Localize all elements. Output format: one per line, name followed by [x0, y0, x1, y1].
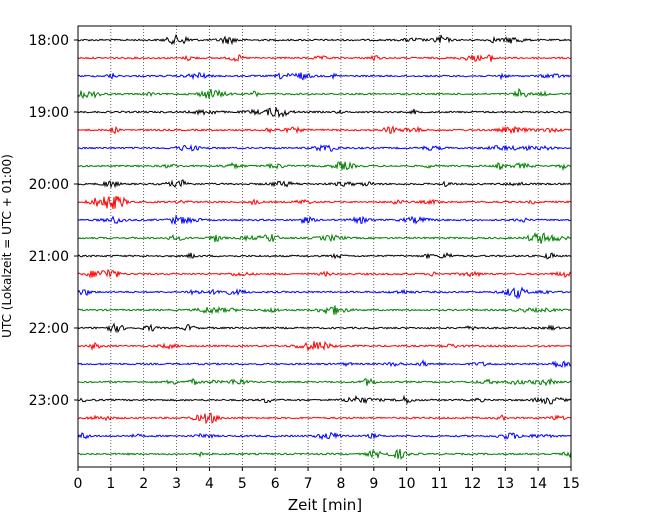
seismic-trace [77, 179, 572, 189]
seismic-trace [77, 214, 572, 225]
x-tick-label: 13 [496, 476, 514, 492]
x-tick-label: 9 [369, 476, 378, 492]
seismic-trace [77, 251, 572, 260]
seismic-trace [77, 87, 572, 100]
seismic-trace [77, 107, 572, 119]
seismic-trace [77, 377, 572, 387]
seismic-trace [77, 286, 571, 300]
y-tick-label: 20:00 [29, 177, 69, 193]
x-axis-label: Zeit [min] [288, 496, 362, 514]
x-tick-label: 5 [238, 476, 247, 492]
x-tick-label: 14 [529, 476, 547, 492]
seismic-trace [77, 340, 572, 353]
x-tick-label: 2 [139, 476, 148, 492]
grid-lines [110, 26, 539, 467]
seismic-trace [77, 412, 572, 425]
seismic-trace [77, 359, 572, 369]
x-tick-label: 15 [562, 476, 580, 492]
seismic-trace [77, 322, 572, 334]
seismic-trace [77, 305, 572, 315]
x-tick-label: 1 [106, 476, 115, 492]
x-tick-label: 6 [271, 476, 280, 492]
x-tick-label: 0 [74, 476, 83, 492]
seismic-trace [77, 125, 572, 135]
seismic-trace [77, 448, 572, 461]
seismic-trace [77, 232, 572, 244]
y-tick-label: 19:00 [29, 105, 69, 121]
seismic-trace [77, 54, 572, 63]
seismic-trace [77, 431, 572, 441]
y-tick-label: 22:00 [29, 321, 69, 337]
x-tick-label: 11 [431, 476, 449, 492]
y-tick-label: 18:00 [29, 33, 69, 49]
x-axis-ticks: 0 1 2 3 4 5 6 7 8 9 10 11 12 13 14 15 [74, 467, 580, 492]
seismic-trace [77, 195, 572, 209]
seismic-trace [77, 269, 572, 279]
y-axis-label: UTC (Lokalzeit = UTC + 01:00) [0, 154, 14, 338]
y-tick-label: 23:00 [29, 393, 69, 409]
seismic-trace [77, 71, 572, 81]
x-tick-label: 7 [304, 476, 313, 492]
x-tick-label: 8 [336, 476, 345, 492]
seismic-trace [77, 144, 572, 152]
x-tick-label: 3 [172, 476, 181, 492]
y-tick-label: 21:00 [29, 249, 69, 265]
seismic-trace [77, 33, 572, 46]
seismic-traces [77, 33, 572, 461]
x-tick-label: 4 [205, 476, 214, 492]
x-tick-label: 12 [463, 476, 481, 492]
y-axis-ticks: 18:00 19:00 20:00 21:00 22:00 23:00 [29, 33, 78, 409]
seismic-trace [77, 394, 572, 406]
seismic-trace [77, 161, 572, 172]
plot-frame [77, 25, 572, 468]
x-tick-label: 10 [398, 476, 416, 492]
